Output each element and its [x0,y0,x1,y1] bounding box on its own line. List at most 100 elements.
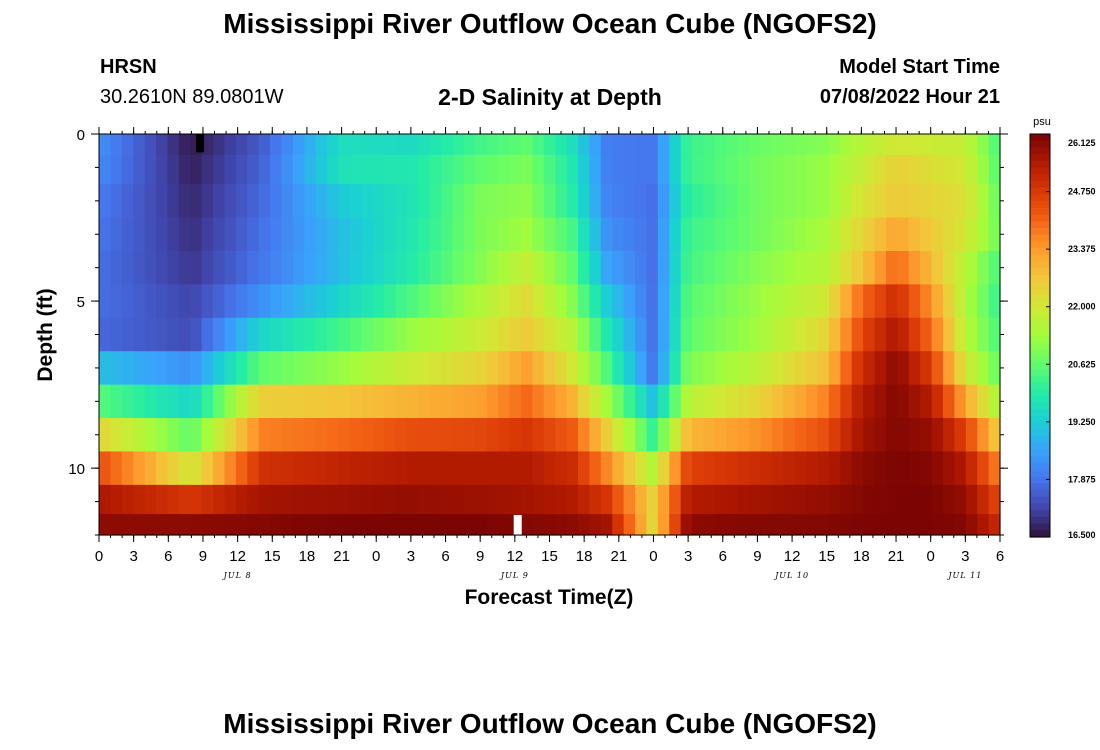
heatmap-cell [156,451,169,486]
heatmap-cell [532,384,545,419]
heatmap-cell [441,351,454,386]
heatmap-cell [167,184,180,219]
heatmap-cell [988,250,1001,285]
heatmap-cell [965,418,978,453]
heatmap-cell [201,451,214,486]
heatmap-cell [794,384,807,419]
colorbar-tick-label: 17.875 [1068,474,1096,484]
heatmap-cell [794,134,807,156]
heatmap-cell [737,384,750,419]
heatmap-cell [692,217,705,252]
heatmap-cell [726,134,739,156]
heatmap-cell [178,154,191,185]
heatmap-cell [178,451,191,486]
heatmap-cell [623,154,636,185]
heatmap-cell [156,134,169,156]
colorbar-band [1030,449,1050,457]
heatmap-cell [646,418,659,453]
colorbar-band [1030,308,1050,316]
heatmap-cell [828,154,841,185]
heatmap-cell [349,418,362,453]
heatmap-cell [452,284,465,319]
heatmap-cell [372,484,385,515]
heatmap-cell [270,217,283,252]
heatmap-cell [213,134,226,156]
heatmap-cell [783,284,796,319]
heatmap-cell [612,284,625,319]
heatmap-cell [680,484,693,515]
heatmap-cell [749,134,762,156]
heatmap-cell [441,384,454,419]
heatmap-cell [201,418,214,453]
heatmap-cell [144,154,157,185]
heatmap-cell [361,418,374,453]
heatmap-cell [99,484,112,515]
heatmap-cell [498,284,511,319]
heatmap-cell [178,514,191,536]
heatmap-cell [99,317,112,352]
heatmap-cell [441,154,454,185]
heatmap-cell [920,317,933,352]
heatmap-cell [863,184,876,219]
heatmap-cell [885,134,898,156]
heatmap-cell [532,217,545,252]
heatmap-cell [703,418,716,453]
heatmap-cell [498,418,511,453]
heatmap-cell [817,284,830,319]
heatmap-cell [612,451,625,486]
heatmap-cell [486,484,499,515]
heatmap-cell [99,184,112,219]
colorbar-band [1030,154,1050,162]
heatmap-cell [851,484,864,515]
heatmap-cell [726,484,739,515]
heatmap-cell [133,317,146,352]
heatmap-cell [406,284,419,319]
heatmap-cell [612,134,625,156]
heatmap-cell [520,154,533,185]
heatmap-cell [794,154,807,185]
heatmap-cell [292,250,305,285]
heatmap-cell [463,317,476,352]
heatmap-cell [703,484,716,515]
heatmap-cell [441,284,454,319]
station-coordinates: 30.2610N 89.0801W [100,86,284,108]
heatmap-cell [520,451,533,486]
heatmap-cell [167,250,180,285]
heatmap-cell [292,184,305,219]
heatmap-cell [942,317,955,352]
heatmap-cell [429,351,442,386]
heatmap-cell [406,154,419,185]
colorbar-tick-label: 20.625 [1068,359,1096,369]
heatmap-cell [555,384,568,419]
heatmap-cell [133,284,146,319]
heatmap-cell [178,351,191,386]
heatmap-cell [555,134,568,156]
heatmap-cell [498,484,511,515]
heatmap-cell [555,317,568,352]
heatmap-cell [441,250,454,285]
heatmap-cell [327,384,340,419]
heatmap-cell [315,451,328,486]
heatmap-cell [327,154,340,185]
heatmap-cell [680,514,693,536]
heatmap-cell [760,351,773,386]
heatmap-cell [555,484,568,515]
heatmap-cell [543,217,556,252]
heatmap-cell [509,484,522,515]
heatmap-cell [863,217,876,252]
chart-subtitle: 2-D Salinity at Depth [438,84,662,110]
heatmap-cell [156,484,169,515]
heatmap-cell [908,514,921,536]
heatmap-cell [429,451,442,486]
heatmap-cell [931,351,944,386]
heatmap-cell [349,451,362,486]
heatmap-cell [885,484,898,515]
heatmap-cell [714,351,727,386]
heatmap-cell [418,154,431,185]
heatmap-cell [828,217,841,252]
heatmap-cell [783,317,796,352]
heatmap-cell [783,384,796,419]
heatmap-cell [349,284,362,319]
heatmap-cell [213,384,226,419]
heatmap-cell [99,154,112,185]
